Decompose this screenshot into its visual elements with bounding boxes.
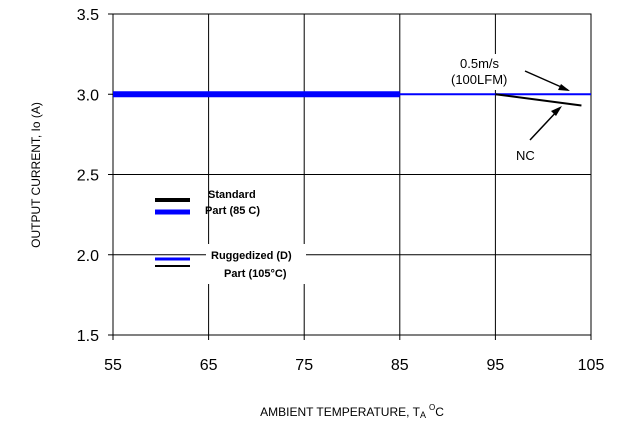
- x-tick-label-4: 95: [487, 357, 505, 374]
- x-tick-label-2: 75: [295, 357, 313, 374]
- annotations: 0.5m/s (100LFM) NC: [446, 54, 570, 163]
- legend-ruggedized-line2: Part (105°C): [224, 268, 287, 280]
- x-tick-label-1: 65: [200, 357, 218, 374]
- legend-standard-line1: Standard: [208, 189, 256, 201]
- x-tick-label-3: 85: [391, 357, 409, 374]
- series-layer: [113, 91, 591, 107]
- y-tick-label-3: 3.0: [77, 87, 99, 104]
- y-axis-title: OUTPUT CURRENT, Io (A): [29, 102, 43, 248]
- y-tick-label-2: 2.5: [77, 168, 99, 185]
- x-tick-label-0: 55: [104, 357, 122, 374]
- airflow-label-bg: [446, 54, 524, 90]
- airflow-label-line2: (100LFM): [451, 72, 507, 87]
- y-tick-label-4: 3.5: [77, 7, 99, 24]
- airflow-arrow-head: [558, 84, 570, 91]
- legend-ruggedized-line1: Ruggedized (D): [211, 250, 292, 262]
- series-line-2: [495, 93, 582, 107]
- legend-ruggedized-label-bg: [206, 244, 306, 284]
- x-tick-label-5: 105: [578, 357, 605, 374]
- airflow-label-line1: 0.5m/s: [460, 56, 500, 71]
- x-axis-title: AMBIENT TEMPERATURE, TAOC: [260, 403, 444, 420]
- legend: Standard Part (85 C) Ruggedized (D) Part…: [155, 189, 306, 284]
- nc-label: NC: [516, 148, 535, 163]
- nc-arrow-head: [551, 106, 562, 116]
- x-axis-title-sub: A: [420, 410, 426, 420]
- x-tick-labels: 55 65 75 85 95 105: [104, 357, 604, 374]
- y-tick-labels: 1.5 2.0 2.5 3.0 3.5: [77, 7, 99, 345]
- x-axis-title-sup: O: [429, 403, 435, 412]
- y-tick-label-1: 2.0: [77, 248, 99, 265]
- y-tick-label-0: 1.5: [77, 328, 99, 345]
- x-axis-title-suffix: C: [435, 405, 444, 419]
- legend-standard-line2: Part (85 C): [205, 205, 260, 217]
